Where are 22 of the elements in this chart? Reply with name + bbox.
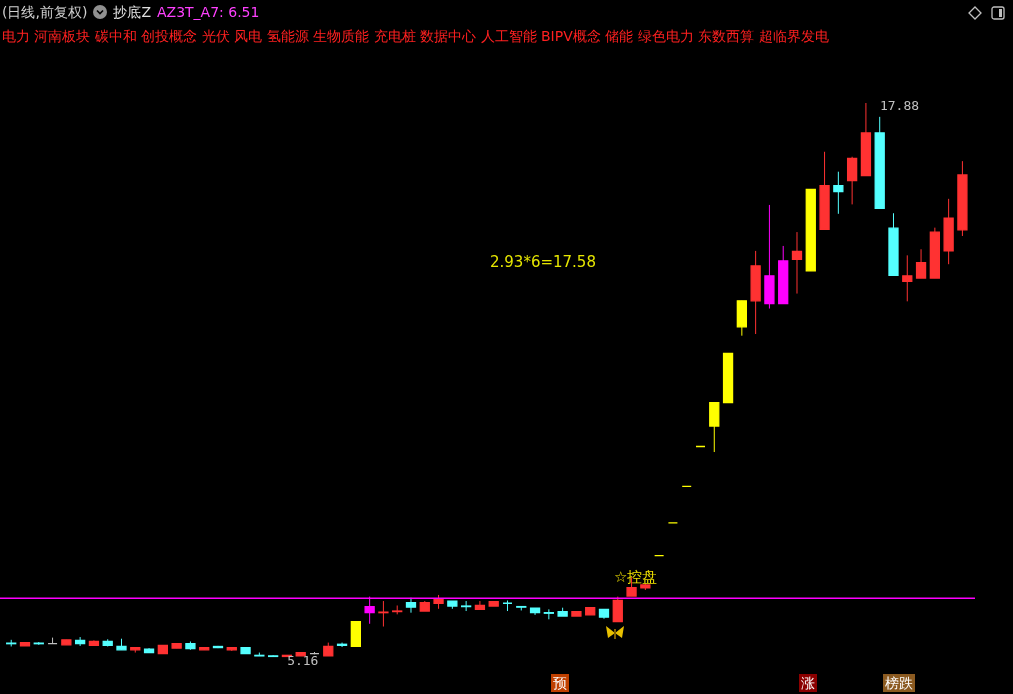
candlestick bbox=[612, 596, 623, 623]
annotation: 5.16 bbox=[287, 653, 319, 668]
candlestick bbox=[378, 600, 389, 628]
annotation: 2.93*6=17.58 bbox=[490, 253, 596, 271]
text: 抄底Z bbox=[113, 3, 151, 21]
annotation: ☆控盘 bbox=[614, 568, 658, 586]
candlestick bbox=[474, 600, 486, 611]
text: 预 bbox=[551, 674, 569, 692]
candlestick bbox=[833, 171, 844, 215]
candlestick bbox=[902, 254, 913, 302]
annotation: 17.88 bbox=[879, 98, 920, 113]
text: 榜跌 bbox=[883, 674, 915, 692]
candlestick bbox=[791, 231, 803, 295]
candlestick bbox=[405, 597, 417, 614]
candlestick bbox=[460, 600, 472, 612]
text: AZ3T_A7: 6.51 bbox=[156, 3, 260, 21]
chart-subtitle: 电力 河南板块 碳中和 创投概念 光伏 风电 氢能源 生物质能 充电桩 数据中心 人工智能 BIPV概念 储能 绿色电力 东数西算 超临界发电 bbox=[2, 27, 829, 45]
candlestick bbox=[915, 248, 927, 279]
candlestick bbox=[709, 402, 720, 453]
text: 涨 bbox=[799, 674, 817, 692]
candlestick bbox=[846, 156, 858, 205]
chart-title: (日线,前复权) bbox=[2, 3, 88, 21]
